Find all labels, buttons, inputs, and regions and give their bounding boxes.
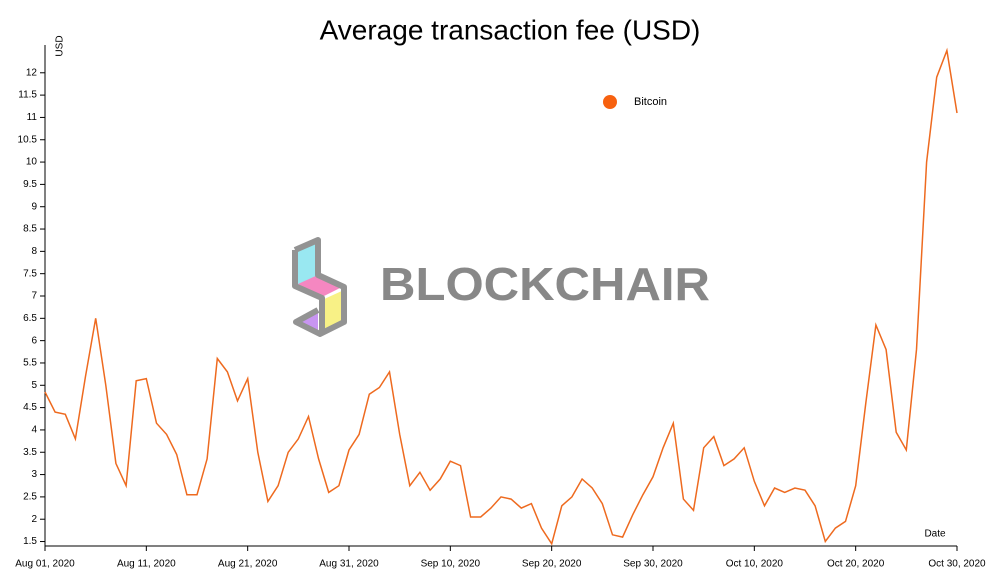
y-tick-label: 9.5 [23, 179, 37, 190]
x-tick-label: Sep 20, 2020 [522, 559, 582, 570]
x-axis-label: Date [924, 529, 946, 540]
y-tick-label: 8 [31, 246, 37, 257]
line [44, 47, 958, 546]
y-tick-label: 11.5 [18, 90, 37, 101]
y-tick-label: 4 [31, 425, 37, 436]
y-tick-label: 4.5 [23, 402, 37, 413]
x-tick-label: Oct 30, 2020 [928, 559, 986, 570]
y-tick-label: 6 [31, 335, 37, 346]
y-tick-label: 1.5 [23, 536, 37, 547]
y-tick-label: 3 [31, 469, 37, 480]
y-tick-label: 10.5 [18, 134, 38, 145]
x-tick-label: Oct 20, 2020 [827, 559, 885, 570]
chart-title: Average transaction fee (USD) [320, 14, 701, 45]
y-axis-label: USD [55, 35, 66, 56]
x-tick-label: Aug 11, 2020 [117, 559, 176, 570]
y-tick-label: 3.5 [23, 447, 37, 458]
y-tick-label: 7.5 [23, 268, 37, 279]
x-tick-label: Sep 10, 2020 [421, 559, 481, 570]
y-tick-label: 5 [31, 380, 37, 391]
x-tick-label: Oct 10, 2020 [726, 559, 784, 570]
legend-marker [603, 95, 617, 109]
x-tick-label: Aug 01, 2020 [15, 559, 75, 570]
x-tick-label: Aug 31, 2020 [319, 559, 379, 570]
y-tick-label: 8.5 [23, 224, 37, 235]
y-tick-label: 11 [27, 112, 38, 123]
y-tick-label: 2 [31, 514, 37, 525]
y-tick-label: 7 [31, 291, 37, 302]
watermark-logo [292, 237, 347, 337]
y-tick-label: 9 [31, 201, 37, 212]
y-tick-label: 12 [26, 67, 38, 78]
watermark: BLOCKCHAIR [380, 258, 710, 310]
y-tick-label: 10 [26, 157, 38, 168]
x-tick-label: Sep 30, 2020 [623, 559, 683, 570]
y-tick-label: 5.5 [23, 358, 37, 369]
x-tick-label: Aug 21, 2020 [218, 559, 278, 570]
legend-label: Bitcoin [634, 96, 667, 108]
y-tick-label: 2.5 [23, 492, 37, 503]
y-tick-label: 6.5 [23, 313, 37, 324]
